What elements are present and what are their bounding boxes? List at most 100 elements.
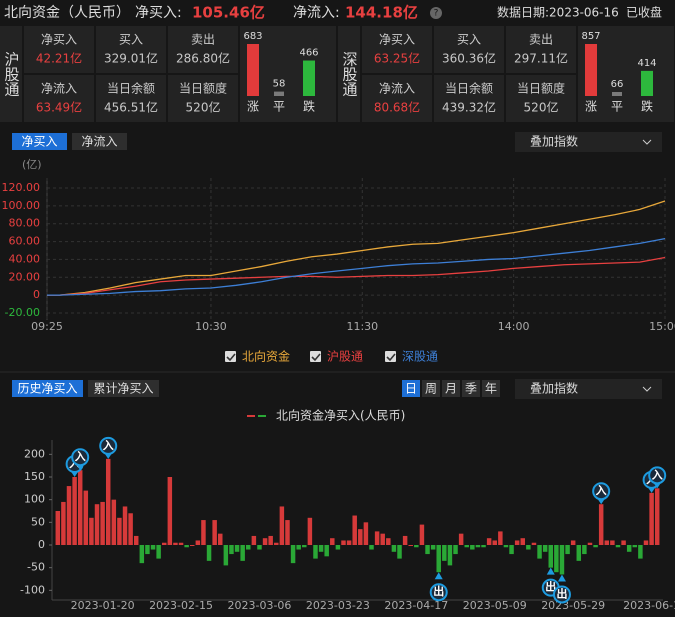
legend-checkbox[interactable] — [225, 351, 236, 362]
x-tick-label: 2023-04-17 — [384, 599, 448, 612]
x-tick-label: 15:00 — [649, 320, 675, 333]
stat-cell — [362, 75, 432, 122]
bar — [363, 522, 369, 545]
tab[interactable] — [12, 133, 67, 150]
legend-label: 沪股通 — [327, 350, 363, 364]
bar — [537, 545, 542, 559]
stat-label: 买入 — [457, 33, 481, 47]
help-icon[interactable] — [430, 7, 442, 19]
stat-cell — [434, 26, 504, 73]
bar — [105, 458, 111, 545]
overlay-label: 叠加指数 — [530, 134, 578, 149]
bar — [447, 545, 453, 566]
bar — [94, 504, 100, 545]
bar — [397, 545, 402, 559]
breadth-value: 466 — [299, 48, 318, 59]
legend-checkbox[interactable] — [385, 351, 396, 362]
bar — [374, 531, 380, 545]
breadth-value: 66 — [611, 79, 624, 90]
stat-value: 286.80亿 — [176, 51, 230, 66]
overlay-dropdown[interactable] — [515, 132, 662, 152]
panel-name: 沪股通 — [3, 52, 21, 97]
marker[interactable] — [99, 436, 118, 455]
line-series — [47, 238, 666, 296]
period-button-label: 季 — [465, 382, 477, 396]
bar — [565, 545, 570, 555]
x-tick-label: 2023-03-23 — [306, 599, 370, 612]
marker[interactable] — [592, 482, 611, 501]
stat-value: 63.25亿 — [374, 51, 420, 66]
period-button[interactable] — [482, 380, 500, 397]
y-tick-label: -50 — [27, 561, 45, 574]
stat-cell — [96, 26, 166, 73]
bar — [498, 531, 503, 545]
period-button-label: 日 — [405, 382, 417, 396]
bar — [486, 538, 492, 545]
tab[interactable] — [88, 380, 159, 397]
marker-pin — [434, 572, 443, 580]
bar — [279, 506, 285, 545]
tab[interactable] — [72, 133, 127, 150]
stat-label: 当日额度 — [179, 81, 227, 96]
stat-value: 456.51亿 — [104, 100, 158, 115]
bar — [453, 545, 458, 555]
bar — [296, 545, 301, 550]
y-tick-label: 150 — [24, 470, 45, 483]
bar — [128, 513, 133, 545]
y-tick-label: 0 — [33, 288, 40, 301]
bar — [145, 545, 150, 555]
period-button[interactable] — [402, 380, 420, 397]
tab[interactable] — [12, 380, 83, 397]
breadth-bar — [303, 60, 315, 96]
bar — [587, 542, 593, 545]
net-inflow-label: 净流入: — [293, 5, 340, 21]
legend-label: 北向资金净买入(人民币) — [276, 408, 405, 423]
breadth-value: 58 — [273, 79, 286, 90]
stat-label: 卖出 — [191, 33, 215, 47]
legend-checkbox[interactable] — [310, 351, 321, 362]
stat-cell — [362, 26, 432, 73]
bar — [626, 545, 632, 552]
marker-label: 出 — [545, 580, 556, 594]
bar — [83, 490, 89, 545]
title: 北向资金（人民币） — [4, 5, 130, 21]
tab-label: 净买入 — [21, 135, 57, 149]
y-tick-label: 50 — [31, 515, 45, 528]
stat-cell — [24, 75, 94, 122]
bar — [638, 545, 643, 559]
bar — [77, 470, 83, 545]
help-glyph: ? — [434, 9, 439, 19]
period-button[interactable] — [442, 380, 460, 397]
marker[interactable] — [71, 448, 90, 467]
overlay-dropdown[interactable] — [515, 379, 662, 399]
stat-value: 80.68亿 — [374, 100, 420, 115]
bar — [436, 545, 441, 573]
tab-label: 累计净买入 — [93, 382, 153, 396]
net-inflow: 144.18亿 — [345, 4, 418, 22]
net-buy: 105.46亿 — [192, 4, 265, 22]
y-tick-label: 100 — [24, 493, 45, 506]
bar — [100, 501, 105, 545]
bar — [229, 545, 234, 555]
status: 已收盘 — [626, 5, 662, 20]
stat-label: 净流入 — [379, 82, 415, 96]
marker[interactable] — [648, 466, 667, 485]
x-tick-label: 2023-01-20 — [71, 599, 135, 612]
bar — [318, 545, 324, 552]
marker[interactable] — [429, 583, 448, 602]
bar — [408, 545, 413, 546]
bar — [161, 542, 167, 545]
marker-pin — [546, 567, 555, 575]
data-date: 数据日期:2023-06-16 — [497, 5, 619, 20]
stat-value: 63.49亿 — [36, 100, 82, 115]
stat-cell — [434, 75, 504, 122]
breadth-label: 跌 — [303, 99, 315, 114]
breadth-value: 414 — [637, 58, 656, 69]
panel-name: 深股通 — [341, 52, 359, 97]
bar — [218, 533, 223, 545]
period-button[interactable] — [462, 380, 480, 397]
period-button[interactable] — [422, 380, 440, 397]
bar — [190, 545, 195, 546]
marker[interactable] — [552, 585, 571, 604]
bar — [475, 545, 481, 548]
